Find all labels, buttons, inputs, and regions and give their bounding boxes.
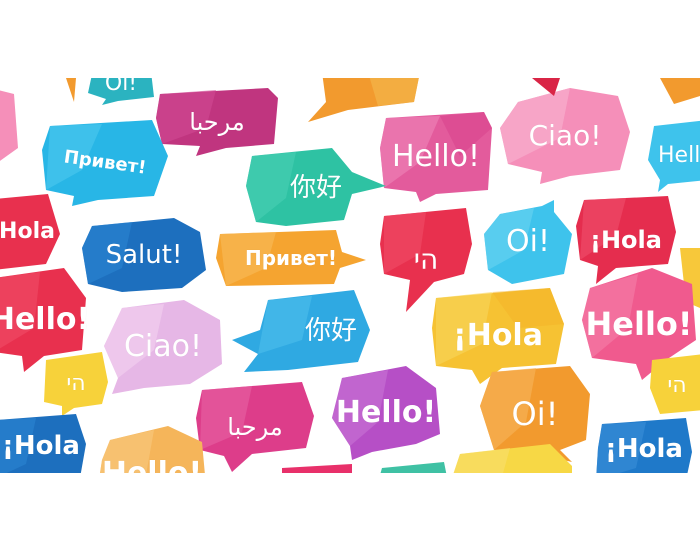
greeting-text: Привет! [244,246,337,270]
greeting-text: مرحبا [227,413,283,441]
speech-bubble-salut-blue: Salut! [82,218,206,292]
speech-bubble-hola-blue-left: ¡Hola [0,414,86,473]
greeting-text: 你好 [289,173,342,203]
speech-bubble-marhaba-magenta: مرحبا [156,88,278,156]
speech-bubble-red-top [532,78,560,96]
speech-bubble-nihao-cyan: 你好 [232,290,370,372]
greeting-text: Oi! [104,78,138,96]
greeting-text: Hello! [391,139,481,174]
speech-bubble-pink-bottom [282,464,352,473]
speech-bubble-hello-red-big: Hello! [0,268,90,372]
speech-bubble-orange-edge [660,78,700,104]
speech-bubble-pattern: Oi! مرحبا Hello! Ciao! Привет! 你好 Hello! [0,78,700,473]
greeting-text: Hello! [98,426,206,474]
speech-bubble-hi-red: הי [380,208,472,312]
speech-bubble-hola-crimson: ¡Hola [576,196,676,284]
greeting-text: Hello! [585,305,693,343]
speech-bubble-hi-yellow-left: הי [44,352,108,416]
greeting-text: ¡Hola [605,434,683,464]
greeting-text: Hello! [0,302,91,337]
speech-bubble-hello-pink: Hello! [380,112,492,202]
speech-bubble-green-bottom [378,462,448,473]
speech-bubble-hello-sky-edge: Hello! [648,120,700,192]
speech-bubble-hello-pink-right: Hello! [582,268,696,380]
speech-bubble-pink-edge-left [0,88,18,168]
greeting-text: הי [413,243,439,276]
greeting-text: 你好 [304,316,357,346]
speech-bubble-hello-purple: Hello! [332,366,440,460]
greeting-text: ¡Hola [590,226,662,254]
speech-bubble-orange-accent [66,78,76,102]
greeting-text: Oi! [506,224,550,259]
greeting-text: Salut! [105,240,183,270]
greeting-text: הי [66,371,86,396]
speech-bubble-oi-orange: Oi! [480,366,590,462]
speech-bubble-ciao-pink: Ciao! [500,88,630,184]
speech-bubble-orange-top [308,78,420,122]
speech-bubble-privet-cyan: Привет! [42,120,168,206]
speech-bubble-oi-sky: Oi! [484,200,572,284]
speech-bubble-nihao-mint: 你好 [246,148,386,228]
greeting-text: ¡Hola [0,219,55,244]
greeting-text: Hello! [335,395,437,430]
greeting-text: Hello! [658,143,700,168]
speech-bubble-hola-red-left: ¡Hola [0,194,60,270]
greeting-text: Ciao! [528,119,602,152]
speech-bubble-yellow-bottom [450,444,572,473]
greeting-text: ¡Hola [2,431,80,461]
greeting-text: ¡Hola [453,318,543,353]
speech-bubble-hola-blue-right: ¡Hola [596,418,692,473]
greeting-text: Oi! [511,395,559,433]
speech-bubble-privet-orange: Привет! [216,228,366,288]
speech-bubble-ciao-lavender: Ciao! [104,300,222,394]
speech-bubble-hello-orange-bottom: Hello! [98,426,206,473]
greeting-text: مرحبا [189,108,245,136]
speech-bubble-hola-yellow: ¡Hola [432,288,564,384]
greeting-text: הי [667,373,687,398]
speech-bubble-oi-teal-top: Oi! [88,78,154,105]
speech-bubble-marhaba-magenta-low: مرحبا [196,382,314,472]
speech-bubble-hi-yellow-right: הי [650,354,700,418]
greeting-text: Ciao! [123,329,203,364]
